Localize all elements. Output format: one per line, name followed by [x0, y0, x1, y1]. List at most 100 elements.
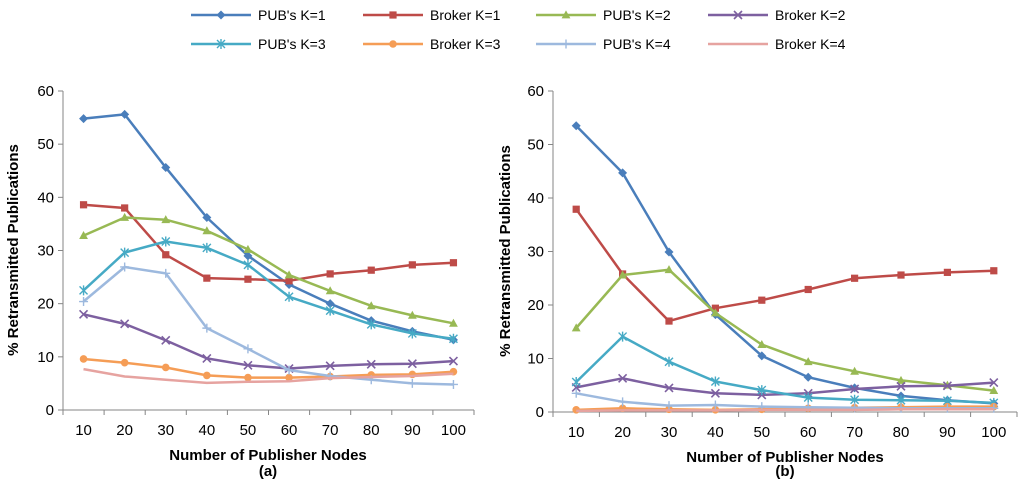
data-point-broker-k-1	[851, 274, 859, 282]
data-point-pubs-k-3	[366, 319, 376, 330]
data-point-broker-k-3	[161, 363, 170, 372]
x-tick-label: 20	[614, 424, 631, 441]
data-point-broker-k-2	[448, 356, 459, 366]
chart-caption: (b)	[775, 463, 794, 480]
data-point-pubs-k-3	[243, 259, 253, 270]
data-point-pubs-k-4	[120, 262, 130, 272]
data-point-pubs-k-4	[284, 365, 294, 375]
data-point-pubs-k-4	[243, 344, 253, 354]
data-point-pubs-k-3	[202, 242, 212, 253]
legend-label-pubs-k-1: PUB's K=1	[258, 7, 326, 23]
series-line-broker-k-2	[575, 377, 994, 397]
data-point-pubs-k-2	[202, 226, 212, 235]
data-point-broker-k-1	[897, 271, 905, 279]
x-tick-label: 70	[846, 424, 863, 441]
data-point-pubs-k-2	[120, 212, 130, 221]
data-point-pubs-k-2	[449, 318, 458, 327]
series-line-pubs-k-3	[82, 240, 454, 341]
chart-panel-a: 0 10 20 30 40 50 60 10 20 30 40 50 60 70 80 90 100 % Retr…	[5, 83, 475, 480]
data-point-pubs-k-3	[850, 394, 860, 405]
x-tick-label: 90	[939, 424, 956, 441]
data-point-broker-k-1	[121, 204, 129, 212]
legend-label-broker-k-3: Broker K=3	[430, 36, 501, 52]
y-tick-label: 30	[37, 243, 54, 260]
legend-item-pubs-k-3: PUB's K=3	[191, 36, 326, 52]
x-axis-title: Number of Publisher Nodes	[169, 447, 367, 464]
x-tick-label: 10	[75, 422, 92, 439]
data-point-pubs-k-4	[664, 401, 674, 411]
data-point-broker-k-1	[449, 259, 458, 267]
data-point-broker-k-1	[162, 251, 170, 259]
data-point-broker-k-2	[243, 360, 253, 370]
data-point-broker-k-3	[203, 371, 211, 380]
y-tick-label: 50	[37, 136, 54, 153]
series-line-broker-k-3	[83, 357, 454, 379]
data-point-pubs-k-3	[757, 385, 767, 396]
y-tick-label: 10	[527, 351, 544, 368]
chart-caption: (a)	[259, 463, 277, 480]
data-point-pubs-k-2	[711, 308, 720, 317]
y-axis-title: % Retransmitted Publications	[497, 145, 514, 357]
data-point-pubs-k-2	[850, 366, 859, 375]
legend-marker-pubs-k-2	[561, 10, 571, 19]
data-point-broker-k-1	[572, 205, 580, 213]
data-point-broker-k-1	[665, 317, 673, 325]
data-point-pubs-k-2	[896, 375, 906, 384]
legend-label-pubs-k-4: PUB's K=4	[603, 36, 671, 52]
data-point-pubs-k-3	[284, 291, 294, 302]
data-point-pubs-k-2	[757, 339, 767, 348]
series-line-pubs-k-1	[83, 113, 454, 342]
data-point-broker-k-2	[366, 359, 376, 369]
x-tick-label: 60	[800, 424, 817, 441]
data-point-broker-k-1	[367, 266, 375, 274]
data-point-broker-k-2	[325, 361, 335, 371]
data-point-broker-k-1	[943, 268, 951, 276]
legend-label-broker-k-2: Broker K=2	[775, 7, 846, 23]
series-broker-k-1	[572, 205, 998, 325]
x-axis-title: Number of Publisher Nodes	[686, 449, 884, 466]
legend-item-pubs-k-2: PUB's K=2	[536, 7, 671, 23]
data-point-pubs-k-2	[284, 270, 294, 279]
data-point-pubs-k-2	[161, 215, 171, 224]
y-tick-label: 60	[527, 83, 544, 100]
series-line-broker-k-1	[575, 208, 994, 323]
data-point-pubs-k-3	[710, 376, 720, 387]
series-pubs-k-1	[571, 121, 999, 408]
data-point-broker-k-1	[285, 277, 293, 285]
data-point-pubs-k-4	[407, 378, 417, 388]
data-point-pubs-k-3	[325, 305, 335, 316]
data-point-pubs-k-2	[325, 286, 335, 295]
data-point-pubs-k-1	[202, 213, 212, 223]
data-point-broker-k-3	[244, 373, 252, 382]
data-point-broker-k-2	[896, 381, 906, 391]
data-point-broker-k-1	[990, 267, 998, 275]
data-point-pubs-k-3	[79, 285, 89, 296]
data-point-pubs-k-2	[366, 301, 376, 310]
series-line-pubs-k-2	[575, 268, 994, 392]
legend-label-broker-k-4: Broker K=4	[775, 36, 846, 52]
data-point-broker-k-1	[244, 275, 252, 283]
legend-item-broker-k-3: Broker K=3	[363, 36, 501, 52]
legend-marker-pubs-k-3	[216, 39, 226, 49]
data-point-pubs-k-4	[710, 400, 720, 410]
data-point-broker-k-1	[408, 261, 416, 269]
data-point-pubs-k-3	[664, 356, 674, 367]
series-broker-k-3	[79, 355, 458, 382]
data-point-pubs-k-1	[79, 114, 89, 124]
data-point-broker-k-1	[326, 270, 334, 278]
y-tick-label: 0	[536, 404, 544, 421]
data-point-pubs-k-1	[161, 163, 171, 173]
legend-label-pubs-k-2: PUB's K=2	[603, 7, 671, 23]
series-pubs-k-4	[79, 262, 458, 389]
series-broker-k-1	[79, 201, 458, 285]
x-tick-label: 80	[363, 422, 380, 439]
data-point-pubs-k-2	[664, 265, 674, 274]
data-point-broker-k-2	[850, 384, 860, 394]
y-tick-label: 10	[37, 349, 54, 366]
data-point-pubs-k-4	[618, 397, 628, 407]
data-point-pubs-k-2	[79, 231, 88, 240]
data-point-pubs-k-3	[407, 328, 417, 339]
data-point-broker-k-2	[120, 319, 130, 329]
